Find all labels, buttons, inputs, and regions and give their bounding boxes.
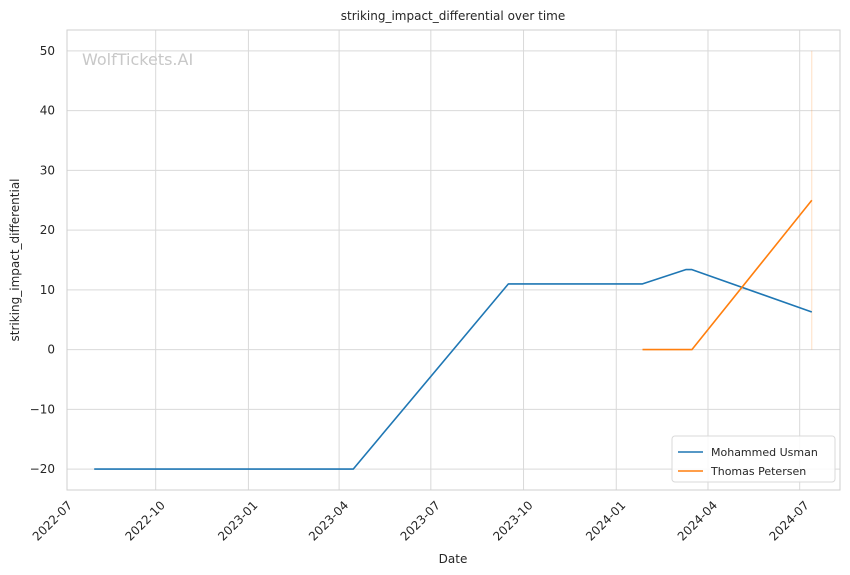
x-tick-label: 2022-10 — [122, 498, 167, 543]
series-line-mohammed-usman — [94, 268, 813, 470]
x-tick-label: 2024-07 — [766, 498, 811, 543]
legend-box — [671, 435, 836, 483]
y-axis-label: striking_impact_differential — [8, 178, 22, 341]
x-axis-label: Date — [439, 552, 468, 566]
x-tick-label: 2023-10 — [490, 498, 535, 543]
grid — [67, 30, 840, 490]
y-tick-label: 0 — [47, 343, 55, 357]
y-tick-label: −10 — [30, 402, 55, 416]
series-layer — [94, 199, 813, 470]
series-line-thomas-petersen — [642, 199, 813, 351]
chart-title: striking_impact_differential over time — [341, 9, 566, 23]
y-tick-label: 30 — [40, 163, 55, 177]
x-tick-label: 2023-04 — [306, 498, 351, 543]
x-tick-label: 2024-04 — [675, 498, 720, 543]
x-tick-label: 2023-01 — [215, 498, 260, 543]
legend-label-thomas-petersen: Thomas Petersen — [710, 465, 806, 478]
y-tick-label: 10 — [40, 283, 55, 297]
y-tick-label: 40 — [40, 104, 55, 118]
x-tick-label: 2023-07 — [398, 498, 443, 543]
y-tick-label: −20 — [30, 462, 55, 476]
x-tick-labels: 2022-07 2022-10 2023-01 2023-04 2023-07 2023-… — [30, 498, 812, 543]
plot-frame — [66, 29, 841, 491]
legend-label-mohammed-usman: Mohammed Usman — [711, 446, 818, 459]
y-tick-label: 20 — [40, 223, 55, 237]
x-tick-label: 2022-07 — [30, 498, 75, 543]
watermark-text: WolfTickets.AI — [82, 50, 193, 69]
legend: Mohammed Usman Thomas Petersen — [671, 435, 836, 483]
y-tick-labels: −20 −10 0 10 20 30 40 50 — [30, 44, 55, 476]
y-tick-label: 50 — [40, 44, 55, 58]
x-tick-label: 2024-01 — [583, 498, 628, 543]
